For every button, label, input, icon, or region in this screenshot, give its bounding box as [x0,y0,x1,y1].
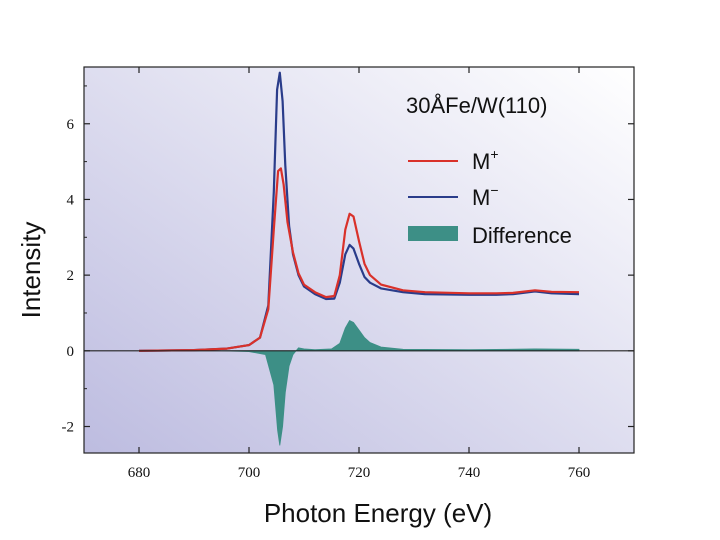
series-difference-area [139,319,580,446]
x-tick-label: 720 [348,465,371,481]
series-m-plus-line [138,167,580,352]
y-tick-label: 6 [67,117,75,133]
legend-label-m-plus: M+ [472,146,499,174]
x-tick-label: 760 [568,465,591,481]
x-tick-label: 740 [458,465,481,481]
legend-label-m-minus: M− [472,182,499,210]
series-layer [138,71,580,446]
y-tick-label: 4 [67,192,75,208]
legend: 30ÅFe/W(110) M+ M− Difference [406,93,572,248]
legend-label-difference: Difference [472,223,572,248]
y-axis: -2 0 2 4 6 [62,85,634,436]
series-m-minus-line [138,71,580,352]
legend-annotation: 30ÅFe/W(110) [406,93,547,118]
x-axis-title: Photon Energy (eV) [264,498,492,528]
x-tick-label: 680 [128,465,151,481]
x-tick-label: 700 [238,465,261,481]
y-tick-label: 0 [67,344,75,360]
y-axis-title: Intensity [16,222,46,319]
y-tick-label: -2 [62,420,75,436]
y-tick-label: 2 [67,268,75,284]
x-axis: 680 700 720 740 760 [128,67,591,481]
plot-area-background [84,67,634,453]
legend-swatch-difference [408,226,458,241]
